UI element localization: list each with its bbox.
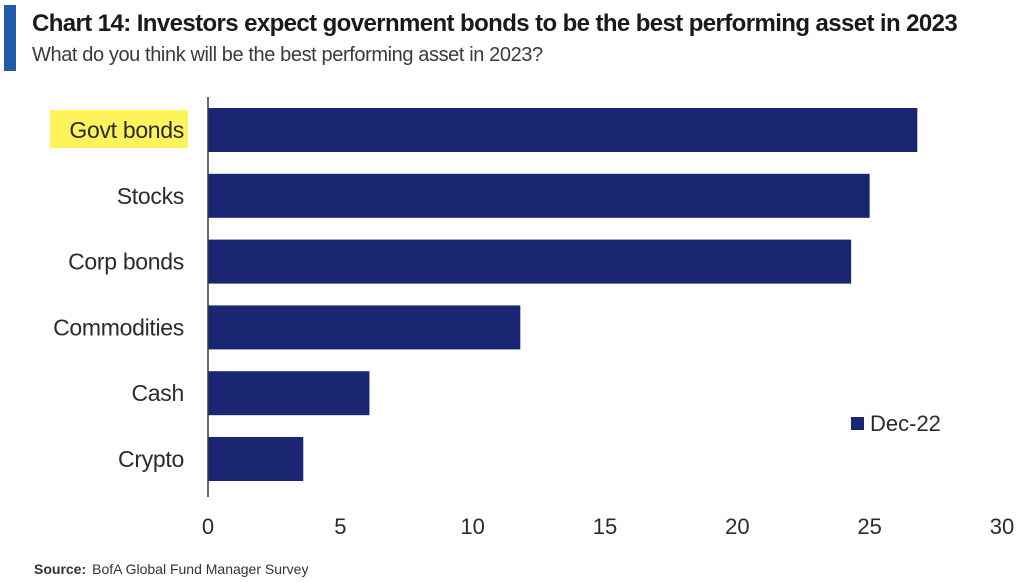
category-label: Stocks [117, 183, 184, 209]
chart-subtitle: What do you think will be the best perfo… [32, 44, 543, 66]
x-tick-label: 10 [460, 514, 484, 539]
x-tick-label: 25 [857, 514, 881, 539]
bar [208, 371, 370, 416]
category-highlight [50, 110, 188, 148]
x-tick-label: 15 [593, 514, 617, 539]
x-tick-label: 30 [990, 514, 1014, 539]
bar [208, 239, 852, 284]
category-label: Govt bonds [69, 117, 184, 143]
title-accent-bar [4, 5, 16, 71]
legend-swatch [851, 417, 864, 430]
x-tick-label: 0 [202, 514, 214, 539]
source-note: Source: BofA Global Fund Manager Survey [34, 561, 308, 577]
x-tick-label: 5 [334, 514, 346, 539]
category-label: Commodities [53, 314, 184, 340]
bar [208, 173, 870, 218]
category-label: Crypto [118, 446, 184, 472]
bar [208, 437, 304, 481]
category-label: Cash [132, 380, 185, 406]
legend-label: Dec-22 [870, 411, 941, 436]
chart-title: Chart 14: Investors expect government bo… [32, 10, 958, 37]
bar [208, 108, 918, 152]
bar-chart: Govt bonds Stocks Corp bonds Commodities Cas… [50, 97, 1014, 539]
x-tick-label: 20 [725, 514, 749, 539]
source-text: BofA Global Fund Manager Survey [92, 561, 309, 577]
bar [208, 305, 521, 350]
source-label: Source: [34, 561, 87, 577]
category-label: Corp bonds [68, 249, 184, 275]
